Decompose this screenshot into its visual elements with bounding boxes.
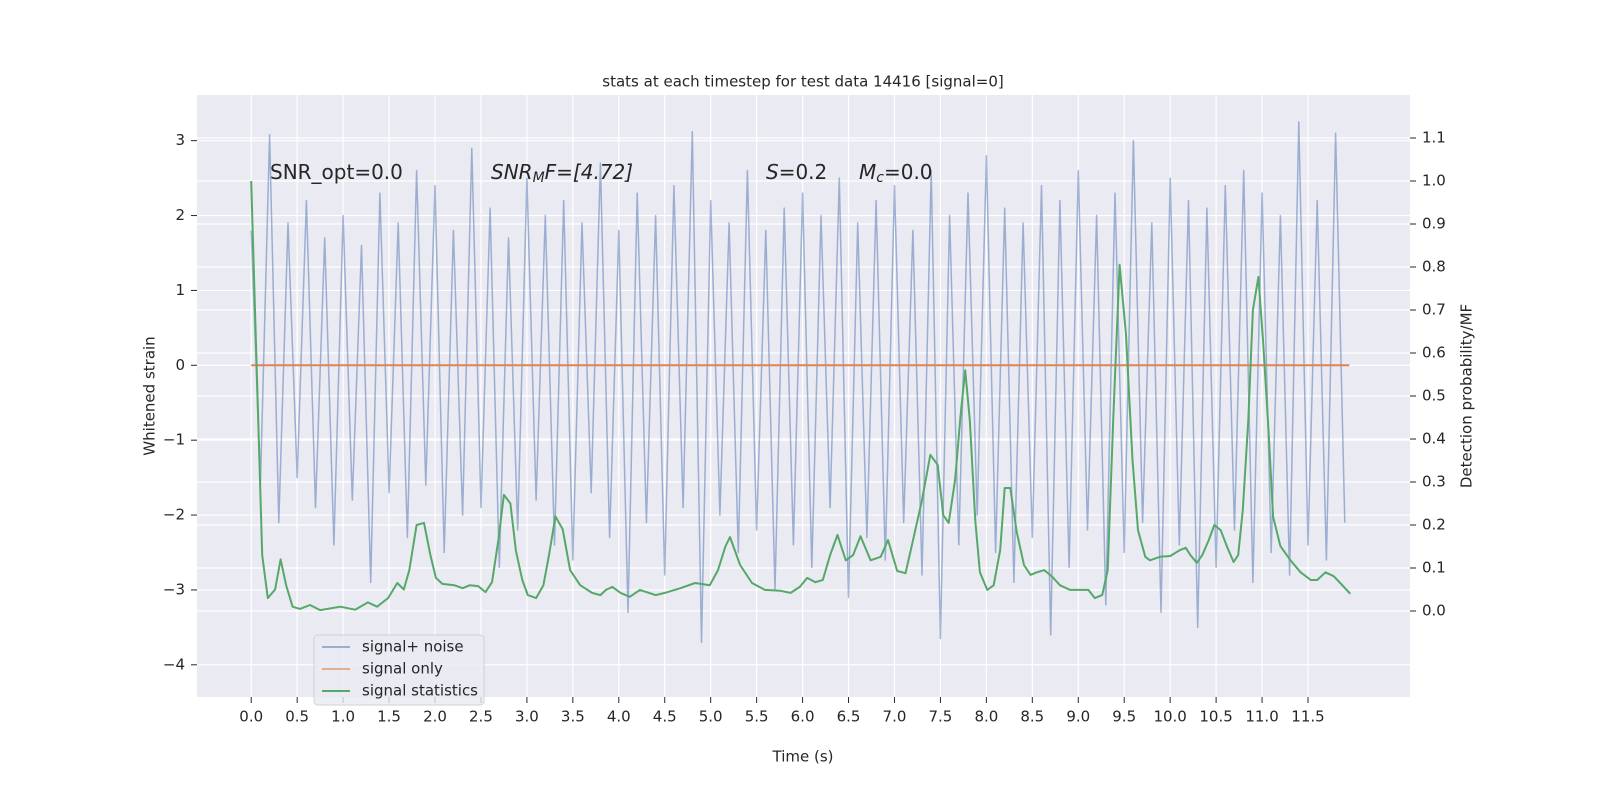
y2-tick-label: 0.6 — [1422, 344, 1446, 362]
x-tick-label: 8.5 — [1020, 708, 1044, 726]
annotation-base: S — [766, 160, 779, 184]
y2-tick-label: 0.4 — [1422, 430, 1446, 448]
legend: signal+ noise signal only signal statistic… — [313, 634, 485, 706]
y2-tick-label: 0.9 — [1422, 215, 1446, 233]
annotation-base: SNR_opt=0.0 — [270, 160, 403, 184]
annotation-base: M — [859, 160, 876, 184]
annotation-rest: =0.0 — [884, 160, 933, 184]
y-tick-label: −1 — [163, 431, 185, 449]
x-tick-label: 1.5 — [377, 708, 401, 726]
x-tick-label: 4.5 — [653, 708, 677, 726]
y-tick-label: −2 — [163, 506, 185, 524]
x-tick-label: 6.0 — [791, 708, 815, 726]
series-line — [250, 121, 1346, 644]
y-tick-label: 1 — [175, 281, 185, 299]
x-axis-label: Time (s) — [772, 748, 834, 766]
y2-tick-label: 0.5 — [1422, 387, 1446, 405]
x-tick-label: 1.0 — [331, 708, 355, 726]
y2-tick-label: 0.3 — [1422, 473, 1446, 491]
y2-tick-label: 0.2 — [1422, 516, 1446, 534]
legend-label: signal+ noise — [362, 638, 464, 656]
x-tick-label: 10.0 — [1153, 708, 1186, 726]
y-tick-label: 3 — [175, 131, 185, 149]
y2-tick-label: 0.1 — [1422, 559, 1446, 577]
y2-tick-label: 1.1 — [1422, 129, 1446, 147]
annotation: SNRMF=[4.72] — [491, 160, 633, 187]
x-tick-label: 10.5 — [1199, 708, 1232, 726]
y-tick-label: −3 — [163, 580, 185, 598]
chart-title: stats at each timestep for test data 144… — [602, 73, 1003, 91]
x-tick-label: 6.5 — [837, 708, 861, 726]
y2-tick-label: 1.0 — [1422, 172, 1446, 190]
x-tick-label: 3.5 — [561, 708, 585, 726]
annotation-base: SNR — [491, 160, 533, 184]
annotation-sub: c — [876, 170, 884, 186]
x-tick-label: 5.0 — [699, 708, 723, 726]
y2-axis-label: Detection probability/MF — [1458, 304, 1476, 488]
legend-box — [313, 634, 485, 706]
x-tick-label: 7.0 — [883, 708, 907, 726]
y-tick-label: 2 — [175, 206, 185, 224]
x-tick-label: 7.5 — [928, 708, 952, 726]
y-tick-label: −4 — [163, 655, 185, 673]
x-tick-label: 0.0 — [239, 708, 263, 726]
y2-tick-label: 0.7 — [1422, 301, 1446, 319]
axes: 0.0 0.5 1.0 1.5 2.0 2.5 3.0 3.5 4.0 4.5 5.0 5.5 6.0 6… — [163, 129, 1446, 726]
annotation: Mc=0.0 — [859, 160, 933, 187]
x-tick-label: 11.5 — [1291, 708, 1324, 726]
y-tick-label: 0 — [175, 356, 185, 374]
annotation-rest: =0.2 — [779, 160, 828, 184]
x-tick-label: 9.0 — [1066, 708, 1090, 726]
y2-tick-label: 0.0 — [1422, 602, 1446, 620]
y-axis-label: Whitened strain — [141, 336, 159, 455]
annotation: S=0.2 — [766, 160, 827, 184]
y2-tick-label: 0.8 — [1422, 258, 1446, 276]
x-tick-label: 8.0 — [974, 708, 998, 726]
x-tick-label: 9.5 — [1112, 708, 1136, 726]
x-tick-label: 2.0 — [423, 708, 447, 726]
plot-lines — [250, 121, 1352, 644]
annotation-sub: M — [533, 170, 545, 186]
x-tick-label: 4.0 — [607, 708, 631, 726]
x-tick-label: 2.5 — [469, 708, 493, 726]
x-tick-label: 3.0 — [515, 708, 539, 726]
annotation: SNR_opt=0.0 — [270, 160, 403, 184]
series-line — [250, 180, 1352, 612]
legend-label: signal statistics — [362, 682, 478, 700]
x-tick-label: 5.5 — [745, 708, 769, 726]
annotation-rest: F=[4.72] — [545, 160, 633, 184]
x-tick-label: 11.0 — [1245, 708, 1278, 726]
x-tick-label: 0.5 — [285, 708, 309, 726]
legend-label: signal only — [362, 660, 443, 678]
